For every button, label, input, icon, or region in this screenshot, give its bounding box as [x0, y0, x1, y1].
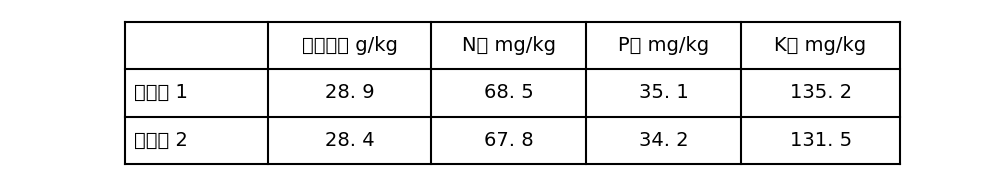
Text: 67. 8: 67. 8	[484, 131, 533, 150]
Text: 131. 5: 131. 5	[790, 131, 852, 150]
Text: K， mg/kg: K， mg/kg	[774, 36, 867, 55]
Text: 试验组 1: 试验组 1	[134, 83, 188, 102]
Text: 34. 2: 34. 2	[639, 131, 688, 150]
Text: 28. 9: 28. 9	[325, 83, 375, 102]
Text: 28. 4: 28. 4	[325, 131, 375, 150]
Text: P， mg/kg: P， mg/kg	[618, 36, 709, 55]
Text: 35. 1: 35. 1	[639, 83, 688, 102]
Text: 68. 5: 68. 5	[484, 83, 534, 102]
Text: N， mg/kg: N， mg/kg	[462, 36, 556, 55]
Text: 试验组 2: 试验组 2	[134, 131, 188, 150]
Text: 有机质， g/kg: 有机质， g/kg	[302, 36, 398, 55]
Text: 135. 2: 135. 2	[790, 83, 852, 102]
